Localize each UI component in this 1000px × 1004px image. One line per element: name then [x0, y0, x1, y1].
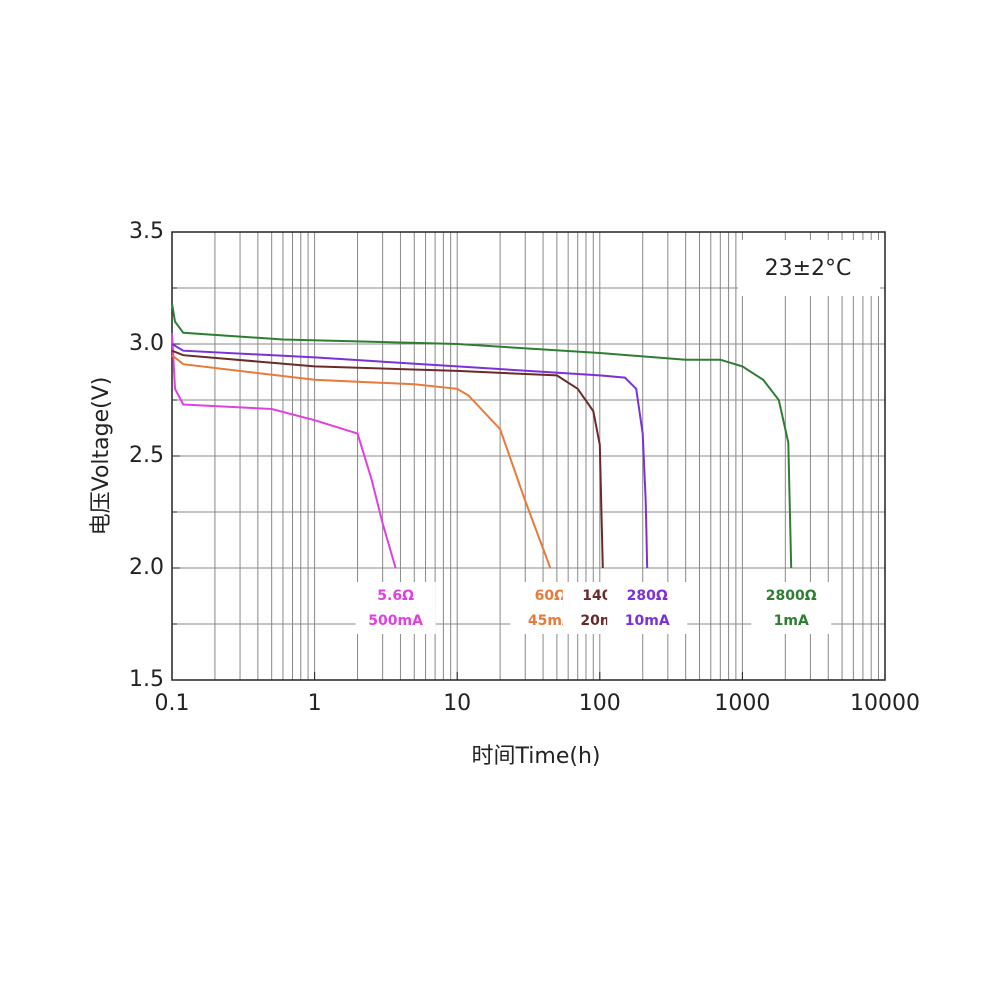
series-name: 5.6Ω	[377, 588, 414, 604]
series-label-box	[751, 582, 832, 634]
series-current: 1mA	[774, 613, 809, 629]
y-tick-label: 3.0	[129, 331, 164, 356]
series-name: 280Ω	[627, 588, 668, 604]
annotation: 23±2°C	[765, 256, 852, 281]
series-line	[171, 343, 649, 569]
series-current: 10mA	[625, 613, 670, 629]
y-axis-title: 电压Voltage(V)	[89, 377, 114, 536]
annotation-box	[738, 240, 880, 296]
series-name: 2800Ω	[766, 588, 817, 604]
plot-frame	[171, 231, 886, 681]
series-label-box	[355, 582, 436, 634]
x-axis-title: 时间Time(h)	[472, 744, 601, 769]
series-name: 60Ω	[535, 588, 566, 604]
series-line	[171, 354, 552, 569]
y-tick-label: 2.0	[129, 555, 164, 580]
x-tick-label: 10000	[850, 691, 920, 716]
x-tick-label: 10	[443, 691, 471, 716]
series-line	[171, 349, 604, 569]
y-tick-label: 2.5	[129, 443, 164, 468]
series-current: 500mA	[368, 613, 423, 629]
x-tick-label: 1000	[714, 691, 770, 716]
y-tick-label: 3.5	[129, 219, 164, 244]
series-line	[171, 332, 397, 569]
series-current: 45mA	[528, 613, 573, 629]
series-line	[171, 303, 793, 569]
y-tick-label: 1.5	[129, 667, 164, 692]
x-tick-label: 0.1	[155, 691, 190, 716]
series-label-box	[607, 582, 688, 634]
x-tick-label: 100	[579, 691, 621, 716]
x-tick-label: 1	[308, 691, 322, 716]
